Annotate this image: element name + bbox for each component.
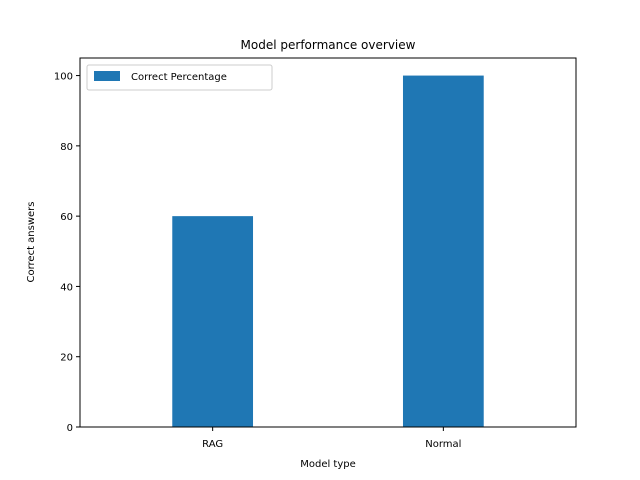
x-tick-label: Normal [425, 439, 461, 450]
y-tick-label: 0 [67, 423, 73, 434]
y-tick-label: 100 [54, 72, 73, 83]
plot-frame [79, 57, 577, 428]
x-tick-label: RAG [202, 439, 223, 450]
bar-normal [402, 75, 484, 428]
bars-group [172, 75, 484, 428]
legend-label: Correct Percentage [131, 72, 227, 83]
chart-title: Model performance overview [241, 38, 416, 52]
legend: Correct Percentage [86, 64, 273, 91]
y-tick-label: 80 [60, 142, 73, 153]
bar-rag [172, 216, 254, 427]
y-tick-label: 40 [60, 282, 73, 293]
y-tick-label: 60 [60, 212, 73, 223]
legend-box [86, 64, 273, 91]
y-tick-label: 20 [60, 353, 73, 364]
x-axis-label: Model type [300, 459, 356, 470]
x-axis-ticks: RAG Normal [202, 427, 461, 450]
legend-swatch [94, 71, 120, 81]
y-axis-ticks: 0 20 40 60 80 100 [54, 72, 80, 434]
y-axis-label: Correct answers [26, 201, 37, 282]
